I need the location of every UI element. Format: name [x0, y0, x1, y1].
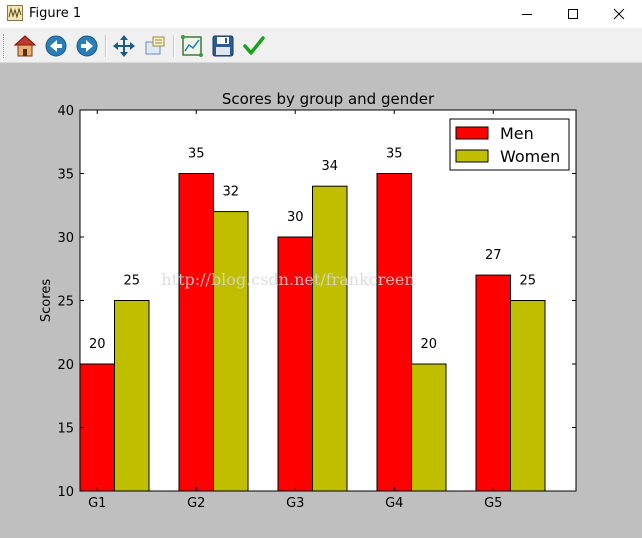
y-tick-label: 10 — [57, 485, 74, 500]
window-title: Figure 1 — [29, 6, 82, 21]
y-tick-label: 40 — [57, 104, 74, 119]
pan-button[interactable] — [111, 33, 137, 59]
subplots-config-icon — [181, 35, 203, 57]
bar-men — [79, 363, 115, 492]
y-tick-label: 25 — [57, 295, 74, 310]
bar-women — [312, 185, 348, 492]
y-tick-label: 20 — [57, 358, 74, 373]
edit-button[interactable] — [241, 33, 267, 59]
x-tick-label: G3 — [286, 496, 304, 511]
bar-chart: 20 25 35 32 30 34 35 20 27 25 http://blog.csdn.net… — [39, 90, 577, 511]
legend-swatch-women — [455, 149, 489, 163]
figure-canvas: 20 25 35 32 30 34 35 20 27 25 http://blog.csdn.net… — [0, 63, 642, 538]
figure-app-icon — [7, 5, 23, 21]
data-label: 20 — [420, 337, 437, 352]
close-icon — [613, 8, 625, 20]
x-tick-label: G1 — [88, 496, 106, 511]
y-tick-label: 30 — [57, 231, 74, 246]
y-tick-label: 35 — [57, 168, 74, 183]
forward-button[interactable] — [74, 33, 100, 59]
data-label: 30 — [287, 210, 304, 225]
watermark-text: http://blog.csdn.net/frankcreen — [161, 270, 414, 289]
zoom-button[interactable] — [142, 33, 168, 59]
close-button[interactable] — [596, 0, 642, 28]
x-tick-label: G5 — [484, 496, 502, 511]
maximize-icon — [568, 9, 578, 19]
toolbar-separator — [173, 35, 175, 57]
legend-label-women: Women — [500, 147, 560, 166]
legend-label-men: Men — [500, 124, 534, 143]
back-arrow-icon — [45, 35, 67, 57]
bar-women — [213, 211, 249, 492]
navigation-toolbar — [0, 28, 642, 63]
back-button[interactable] — [43, 33, 69, 59]
legend-swatch-men — [455, 126, 489, 140]
checkmark-icon — [243, 36, 265, 55]
data-label: 32 — [222, 185, 239, 200]
y-tick-label: 15 — [57, 422, 74, 437]
floppy-disk-icon — [212, 35, 234, 57]
bar-men — [178, 173, 214, 492]
home-button[interactable] — [12, 33, 38, 59]
subplots-button[interactable] — [179, 33, 205, 59]
minimize-button[interactable] — [504, 0, 550, 28]
y-axis-label: Scores — [39, 279, 54, 322]
data-label: 35 — [386, 147, 403, 162]
chart-title: Scores by group and gender — [222, 90, 435, 108]
bar-women — [510, 300, 546, 492]
data-label: 25 — [123, 274, 140, 289]
bar-men — [475, 274, 511, 492]
zoom-rect-icon — [145, 36, 165, 55]
bar-men — [376, 173, 412, 492]
x-tick-label: G2 — [187, 496, 205, 511]
minimize-icon — [522, 14, 532, 15]
data-label: 20 — [89, 337, 106, 352]
save-button[interactable] — [210, 33, 236, 59]
window-titlebar: Figure 1 — [0, 0, 642, 29]
toolbar-grip[interactable] — [3, 34, 7, 58]
data-label: 25 — [519, 274, 536, 289]
move-arrows-icon — [113, 35, 135, 57]
toolbar-separator — [105, 35, 107, 57]
x-tick-label: G4 — [385, 496, 403, 511]
bar-women — [114, 300, 150, 492]
data-label: 35 — [188, 147, 205, 162]
maximize-button[interactable] — [550, 0, 596, 28]
bar-women — [411, 363, 447, 492]
forward-arrow-icon — [76, 35, 98, 57]
data-label: 34 — [321, 159, 338, 174]
data-label: 27 — [485, 248, 502, 263]
home-icon — [13, 35, 37, 57]
